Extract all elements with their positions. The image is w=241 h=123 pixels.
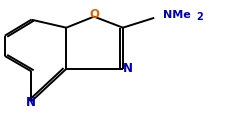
Text: 2: 2 xyxy=(196,12,203,22)
Text: NMe: NMe xyxy=(163,10,190,20)
Text: N: N xyxy=(123,62,133,75)
Text: N: N xyxy=(26,96,36,109)
Text: O: O xyxy=(89,8,99,21)
